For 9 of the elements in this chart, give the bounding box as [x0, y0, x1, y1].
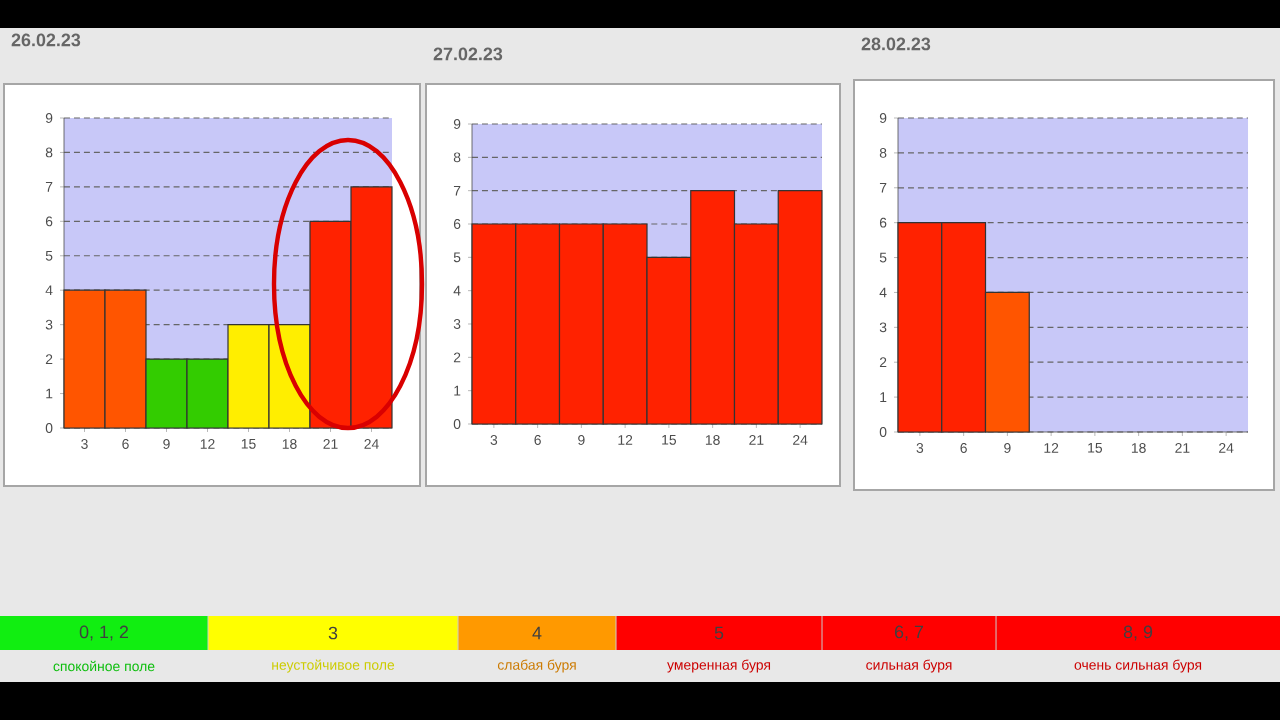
category-label: 3	[328, 626, 338, 640]
chart-title: 28.02.23	[861, 37, 931, 51]
category-label: 0, 1, 2	[79, 625, 128, 641]
chart-title: 26.02.23	[11, 33, 81, 47]
category-label: 6, 7	[894, 625, 924, 641]
category-label: 8, 9	[1123, 625, 1153, 641]
category-label: 4	[532, 626, 542, 640]
category-label: 5	[714, 626, 724, 640]
chart-title: 27.02.23	[433, 47, 503, 61]
